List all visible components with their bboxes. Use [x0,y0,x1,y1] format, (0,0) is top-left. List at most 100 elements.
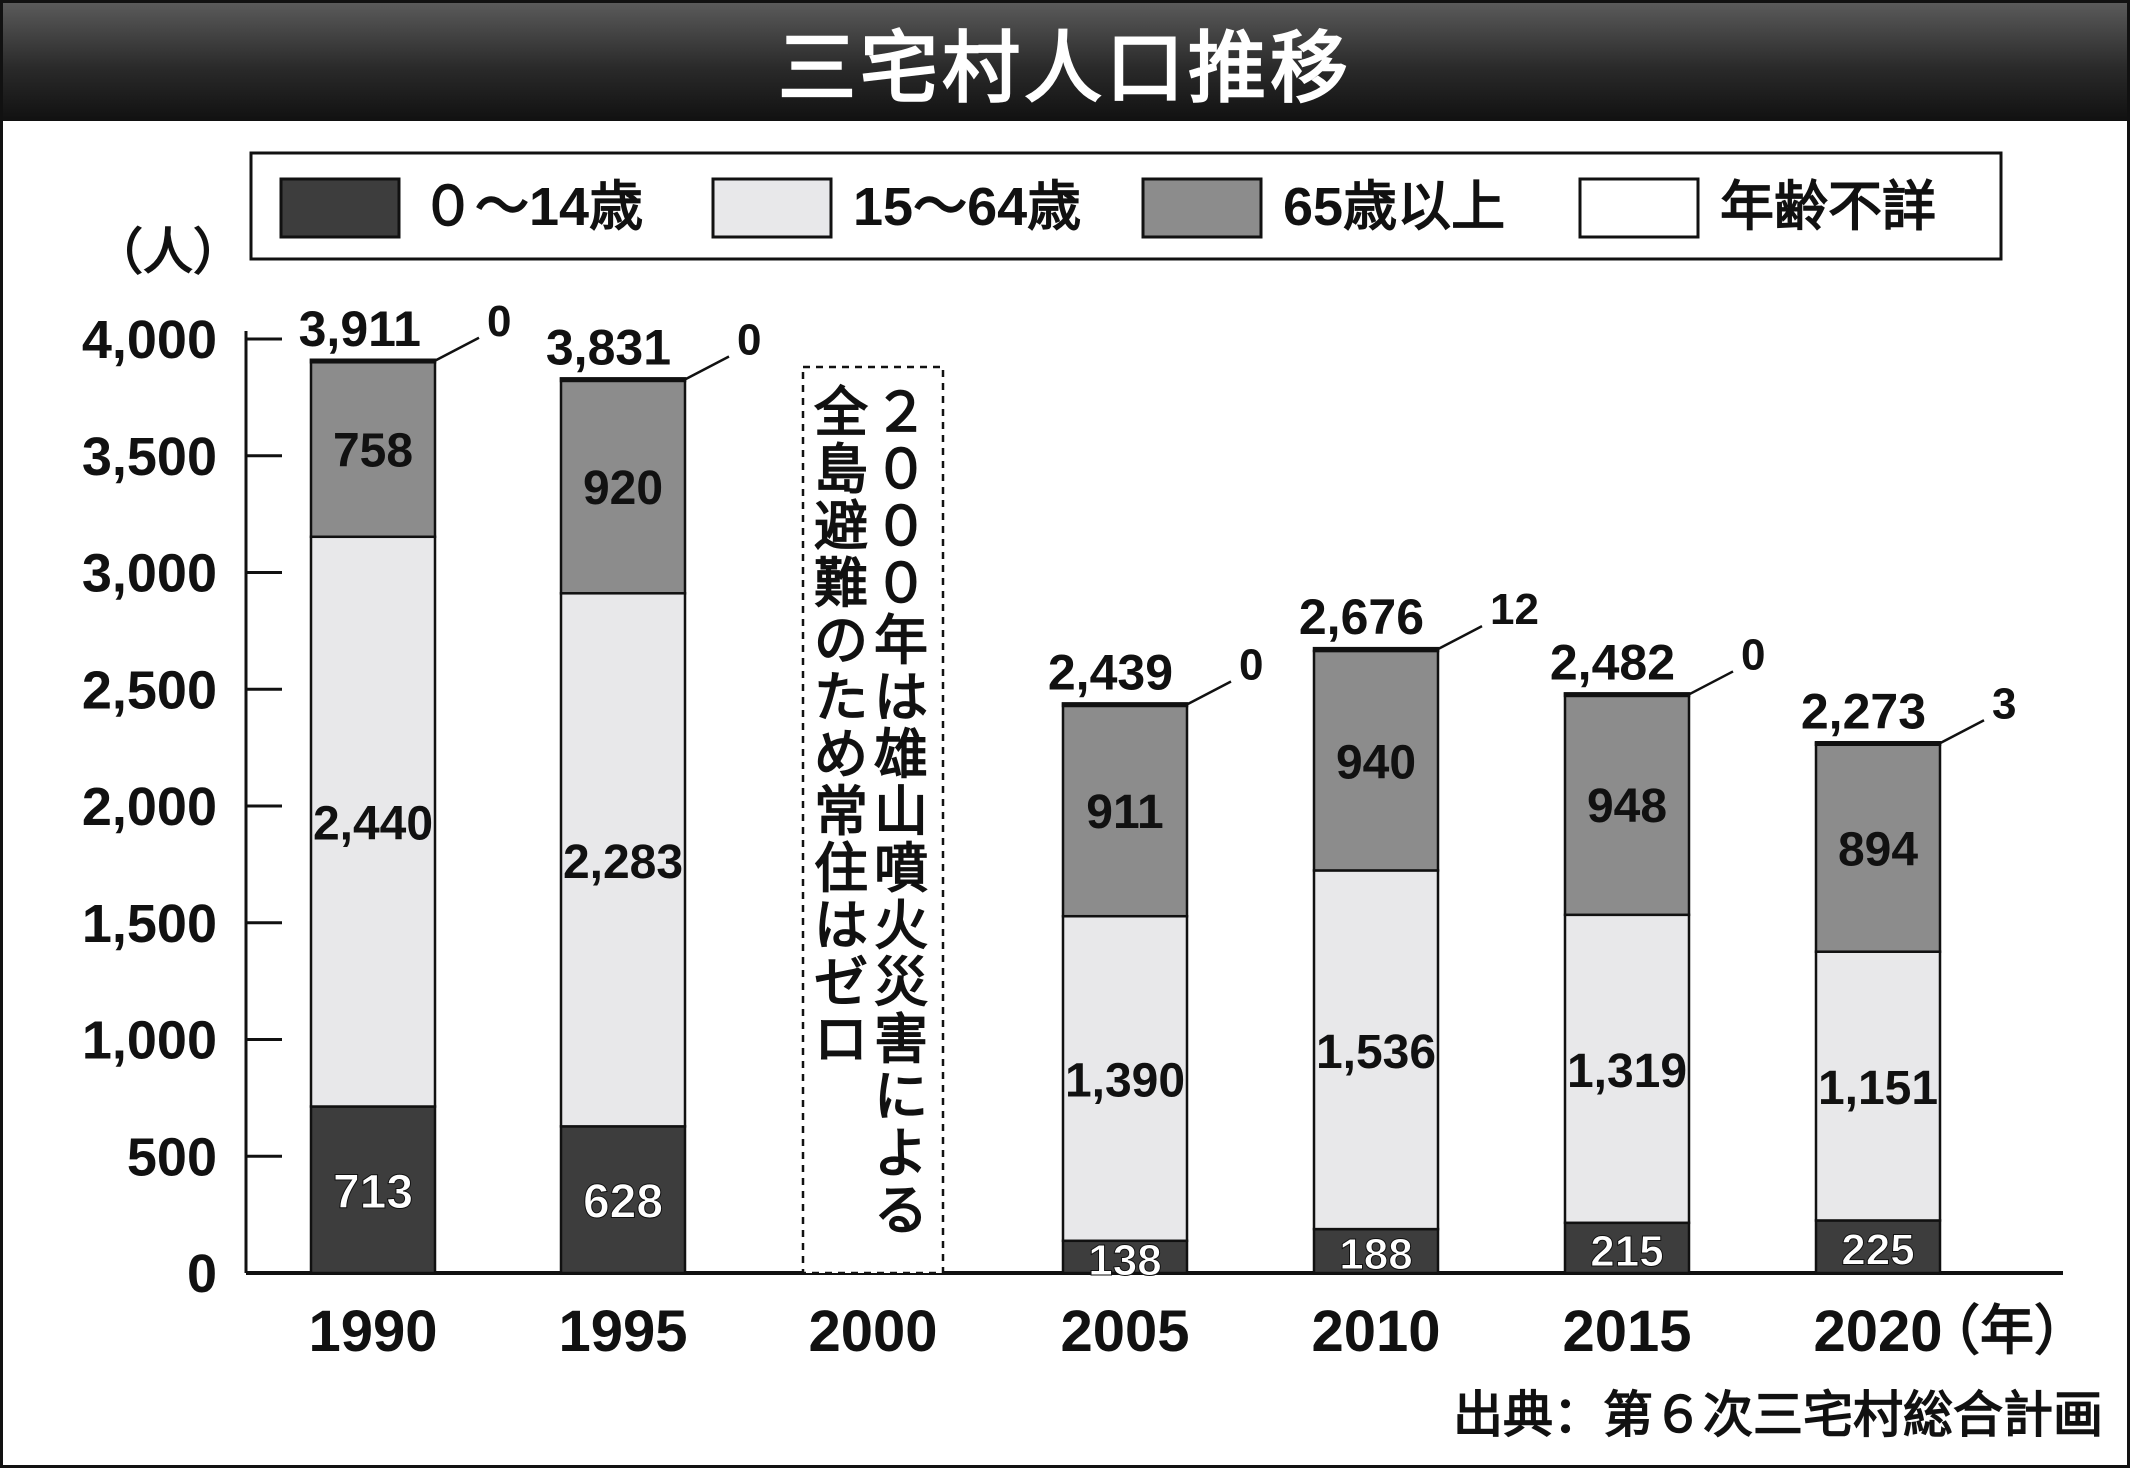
bar-segment-4 [559,377,687,383]
segment-label-3: 758 [333,424,413,477]
annotation-char: ゼ [814,953,868,1013]
segment-label-1: 188 [1339,1230,1412,1279]
unknown-value-label: 0 [1239,640,1263,689]
annotation-char: る [874,1181,928,1241]
bar-segment-3 [1814,741,1942,953]
annotation-char: よ [874,1124,928,1184]
bar-segment-1 [1563,1221,1691,1275]
x-tick-label: 2000 [808,1299,937,1364]
bar-segment-2 [1563,913,1691,1225]
annotation-char: 山 [874,782,928,842]
y-tick-label: 500 [127,1127,217,1187]
stacked-bar-chart: ０～14歳 15～64歳 65歳以上 年齢不詳 （人） 0 500 1,000 1,500 2,… [82,151,2088,1364]
segment-label-3: 920 [583,462,663,515]
annotation-char: ０ [874,497,928,557]
total-label: 2,482 [1550,634,1675,690]
annotation-char: は [814,896,868,956]
segment-label-1: 138 [1088,1236,1161,1285]
annotation-char: 避 [814,497,868,557]
y-axis: （人） 0 500 1,000 1,500 2,000 2,500 3,000 3,500 4,0… [82,224,2063,1304]
x-tick-label: 1995 [558,1299,687,1364]
unknown-value-label: 3 [1992,679,2016,728]
bar-segment-4 [1061,702,1189,708]
y-tick-label: 2,000 [82,777,217,837]
y-tick-label: 1,000 [82,1011,217,1071]
total-label: 2,676 [1299,589,1424,645]
segment-label-2: 1,536 [1316,1026,1436,1079]
x-axis: 1990 1995 2000 2005 2010 2015 2020（年） [308,1299,2088,1364]
unknown-leader-line [432,336,480,363]
annotation-char: 年 [874,611,928,671]
bar-segment-1 [309,1105,437,1275]
legend-label-1: ０～14歳 [421,177,643,237]
x-tick-label: 1990 [308,1299,437,1364]
total-label: 3,831 [546,319,671,375]
annotation-char: め [814,725,868,785]
unknown-value-label: 0 [1741,630,1765,679]
bar-stack-1990: 713 2,440 758 3,911 0 [299,297,511,1275]
legend: ０～14歳 15～64歳 65歳以上 年齢不詳 [249,151,2003,261]
bar-stack-2005: 138 1,390 911 2,439 0 [1048,640,1264,1285]
total-label: 2,273 [1801,683,1926,739]
segment-label-1: 225 [1841,1226,1914,1275]
total-label: 2,439 [1048,644,1173,700]
bar-segment-4 [309,358,437,364]
bar-segment-1 [1312,1227,1440,1275]
annotation-box [801,365,945,1275]
bar-segment-3 [309,358,437,539]
legend-swatch-2 [711,177,833,239]
x-tick-label: 2020 [1813,1299,1942,1364]
unknown-value-label: 0 [487,297,511,346]
legend-frame [249,151,2003,261]
annotation-char: 常 [814,782,868,842]
bar-stack-2010: 188 1,536 940 2,676 12 [1299,585,1539,1279]
bar-segment-4 [1814,741,1942,747]
annotation-char: ２ [874,383,928,443]
segment-label-3: 894 [1838,823,1918,876]
bar-segment-2 [559,592,687,1128]
y-tick-label: 1,500 [82,894,217,954]
unknown-value-label: 0 [737,315,761,364]
annotation-char: 住 [814,839,868,899]
y-tick-label: 3,000 [82,544,217,604]
legend-swatch-3 [1141,177,1263,239]
y-tick-label: 3,500 [82,427,217,487]
x-axis-unit: （年） [1926,1301,2088,1361]
legend-label-2: 15～64歳 [853,177,1081,237]
annotation-char: 害 [874,1010,928,1070]
annotation-char: に [874,1067,928,1127]
legend-swatch-4 [1578,177,1700,239]
bar-stack-1995: 628 2,283 920 3,831 0 [546,315,761,1275]
annotation-char: は [874,668,928,728]
y-tick-label: 2,500 [82,660,217,720]
segment-label-1: 713 [333,1166,413,1219]
chart-title: 三宅村人口推移 [777,24,1352,114]
bar-segment-2 [1061,914,1189,1243]
segment-label-3: 940 [1336,737,1416,790]
annotation-char: 難 [814,554,868,614]
x-tick-label: 2005 [1060,1299,1189,1364]
unknown-leader-line [1184,680,1232,707]
legend-label-3: 65歳以上 [1283,177,1505,237]
bar-segment-4 [1312,646,1440,653]
bar-segment-1 [1814,1219,1942,1275]
segment-label-2: 2,440 [313,798,433,851]
bar-stack-2015: 215 1,319 948 2,482 0 [1550,630,1766,1276]
title-bar: 三宅村人口推移 [3,3,2127,121]
annotation-char: ロ [814,1010,868,1070]
bar-segment-3 [1061,702,1189,918]
y-axis-unit: （人） [93,224,243,280]
legend-label-4: 年齢不詳 [1720,177,1936,237]
y-tick-label: 4,000 [82,310,217,370]
annotation-char: た [814,668,868,728]
bar-stack-2020: 225 1,151 894 2,273 3 [1801,679,2017,1275]
segment-label-2: 1,151 [1818,1062,1938,1115]
unknown-leader-line [682,355,730,382]
x-tick-label: 2015 [1562,1299,1691,1364]
annotation-char: ０ [874,440,928,500]
segment-label-1: 215 [1590,1227,1663,1276]
annotation-char: 噴 [874,839,928,899]
